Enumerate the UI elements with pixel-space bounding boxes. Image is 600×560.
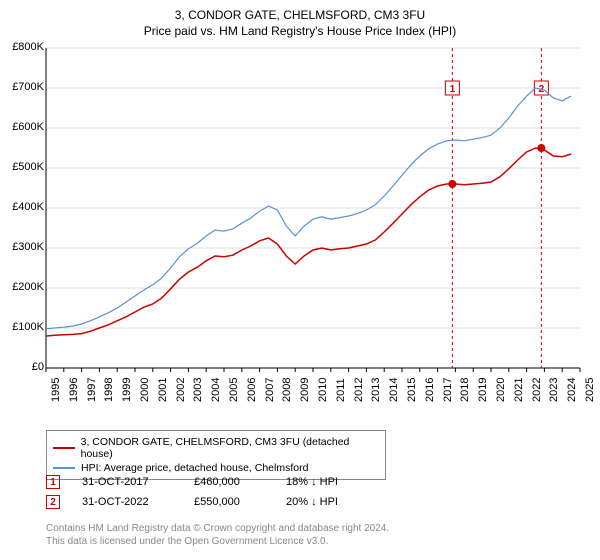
- x-tick-label: 1999: [121, 378, 133, 402]
- svg-text:1: 1: [450, 84, 456, 95]
- y-tick-label: £600K: [0, 121, 44, 133]
- sale-marker-2: 2: [46, 495, 60, 509]
- x-tick-label: 2003: [192, 378, 204, 402]
- legend-row-property: 3, CONDOR GATE, CHELMSFORD, CM3 3FU (det…: [53, 435, 379, 461]
- sale-date-2: 31-OCT-2022: [82, 496, 172, 508]
- y-tick-label: £0: [0, 361, 44, 373]
- x-tick-label: 2025: [584, 378, 596, 402]
- x-tick-label: 2002: [175, 378, 187, 402]
- x-tick-label: 1996: [68, 378, 80, 402]
- x-tick-label: 2016: [424, 378, 436, 402]
- x-tick-label: 2013: [370, 378, 382, 402]
- x-tick-label: 1995: [50, 378, 62, 402]
- footer-line-1: Contains HM Land Registry data © Crown c…: [46, 522, 389, 535]
- x-tick-label: 2011: [335, 378, 347, 402]
- sale-price-1: £460,000: [194, 476, 264, 488]
- x-tick-label: 2019: [477, 378, 489, 402]
- x-tick-label: 2000: [139, 378, 151, 402]
- sale-vs-hpi-1: 18% ↓ HPI: [286, 476, 376, 488]
- x-tick-label: 2022: [531, 378, 543, 402]
- x-tick-label: 2014: [388, 378, 400, 402]
- y-tick-label: £500K: [0, 161, 44, 173]
- sale-marker-1: 1: [46, 475, 60, 489]
- sales-table: 1 31-OCT-2017 £460,000 18% ↓ HPI 2 31-OC…: [46, 472, 376, 512]
- x-tick-label: 2007: [264, 378, 276, 402]
- y-tick-label: £400K: [0, 201, 44, 213]
- chart-area: 12: [46, 48, 580, 368]
- y-tick-label: £100K: [0, 321, 44, 333]
- x-tick-label: 1998: [103, 378, 115, 402]
- x-tick-label: 2009: [299, 378, 311, 402]
- sale-row-1: 1 31-OCT-2017 £460,000 18% ↓ HPI: [46, 472, 376, 492]
- y-tick-label: £700K: [0, 81, 44, 93]
- y-tick-label: £200K: [0, 281, 44, 293]
- x-tick-label: 2010: [317, 378, 329, 402]
- legend-swatch-hpi: [53, 467, 75, 469]
- x-tick-label: 2018: [459, 378, 471, 402]
- x-tick-label: 1997: [86, 378, 98, 402]
- sale-row-2: 2 31-OCT-2022 £550,000 20% ↓ HPI: [46, 492, 376, 512]
- footer-line-2: This data is licensed under the Open Gov…: [46, 535, 389, 548]
- legend-label-property: 3, CONDOR GATE, CHELMSFORD, CM3 3FU (det…: [81, 436, 379, 460]
- x-tick-label: 2021: [513, 378, 525, 402]
- title-block: 3, CONDOR GATE, CHELMSFORD, CM3 3FU Pric…: [0, 0, 600, 38]
- x-tick-label: 2012: [353, 378, 365, 402]
- title-line-1: 3, CONDOR GATE, CHELMSFORD, CM3 3FU: [0, 8, 600, 22]
- title-line-2: Price paid vs. HM Land Registry's House …: [0, 24, 600, 38]
- x-tick-label: 2006: [246, 378, 258, 402]
- x-tick-label: 2008: [281, 378, 293, 402]
- y-tick-label: £300K: [0, 241, 44, 253]
- legend-swatch-property: [53, 447, 75, 449]
- y-tick-label: £800K: [0, 41, 44, 53]
- sale-date-1: 31-OCT-2017: [82, 476, 172, 488]
- x-tick-label: 2001: [157, 378, 169, 402]
- x-tick-label: 2015: [406, 378, 418, 402]
- sale-vs-hpi-2: 20% ↓ HPI: [286, 496, 376, 508]
- sale-price-2: £550,000: [194, 496, 264, 508]
- x-tick-label: 2004: [210, 378, 222, 402]
- line-chart-svg: 12: [46, 48, 580, 368]
- x-tick-label: 2024: [566, 378, 578, 402]
- x-tick-label: 2023: [548, 378, 560, 402]
- chart-container: 3, CONDOR GATE, CHELMSFORD, CM3 3FU Pric…: [0, 0, 600, 560]
- footer-attribution: Contains HM Land Registry data © Crown c…: [46, 522, 389, 548]
- x-tick-label: 2017: [442, 378, 454, 402]
- x-tick-label: 2005: [228, 378, 240, 402]
- x-tick-label: 2020: [495, 378, 507, 402]
